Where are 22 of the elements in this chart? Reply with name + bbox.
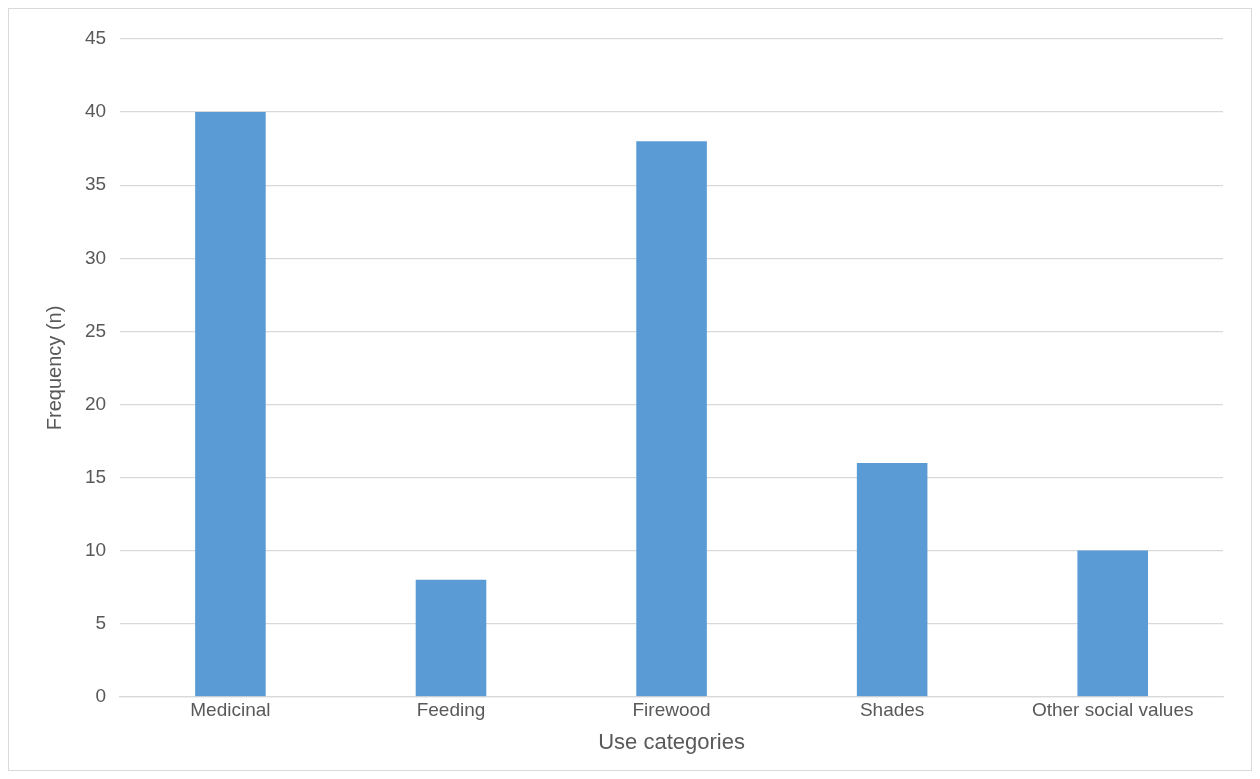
bar	[1077, 550, 1149, 697]
y-tick-label: 10	[84, 538, 107, 560]
y-tick-label: 20	[84, 392, 107, 414]
y-tick-label: 25	[84, 319, 107, 341]
y-tick-label: 0	[95, 685, 107, 707]
x-tick-label: Other social values	[1031, 699, 1194, 721]
x-tick-label: Firewood	[632, 699, 711, 721]
y-axis-title: Frequency (n)	[42, 305, 65, 431]
bar	[415, 579, 487, 697]
x-tick-label: Medicinal	[190, 699, 271, 721]
bar	[195, 112, 266, 697]
y-tick-label: 35	[84, 173, 107, 195]
y-tick-label: 45	[84, 27, 107, 49]
y-tick-label: 40	[84, 100, 107, 122]
y-tick-label: 5	[95, 611, 107, 633]
y-tick-label: 30	[84, 246, 107, 268]
bar	[636, 141, 707, 697]
x-axis-title: Use categories	[598, 728, 745, 754]
y-tick-label: 15	[84, 465, 107, 487]
bar	[856, 462, 928, 697]
x-tick-label: Shades	[859, 699, 925, 721]
x-tick-label: Feeding	[416, 699, 486, 721]
